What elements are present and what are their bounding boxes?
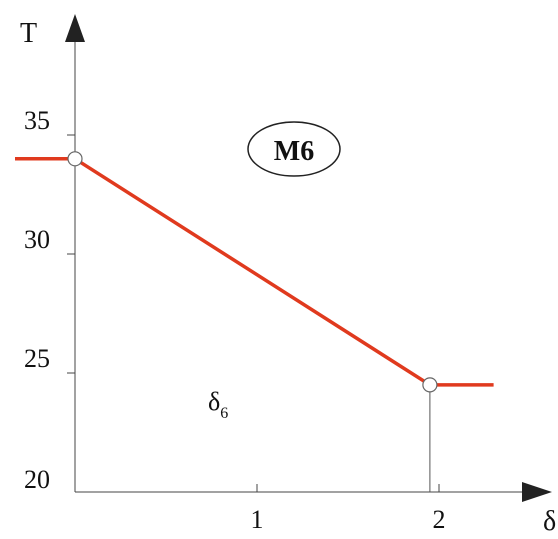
breakpoint-markers	[67, 151, 438, 393]
series-group	[15, 157, 494, 387]
axis-ticks	[67, 134, 440, 492]
m6-badge-ellipse	[247, 121, 341, 177]
y-tick-labels: 20 25 30 35	[24, 106, 50, 494]
y-tick-label-35: 35	[24, 106, 50, 135]
x-tick-label-1: 1	[251, 505, 264, 534]
m6-badge-text: M6	[274, 136, 314, 167]
y-tick-label-30: 30	[24, 225, 50, 254]
x-tick-label-2: 2	[433, 505, 446, 534]
y-axis-label: T	[20, 18, 37, 49]
breakpoint-marker-1	[67, 151, 83, 167]
y-tick-label-20: 20	[24, 465, 50, 494]
breakpoint-marker-2	[422, 377, 438, 393]
delta-annotation: δ6	[208, 387, 228, 422]
series-line-0	[15, 157, 494, 387]
x-axis-arrow	[522, 482, 552, 502]
y-axis-arrow	[65, 14, 85, 42]
delta-subscript: 6	[220, 405, 228, 422]
y-tick-label-25: 25	[24, 344, 50, 373]
x-axis-label: δ	[543, 506, 556, 537]
m6-badge: M6	[247, 121, 341, 177]
delta-symbol: δ	[208, 387, 220, 416]
